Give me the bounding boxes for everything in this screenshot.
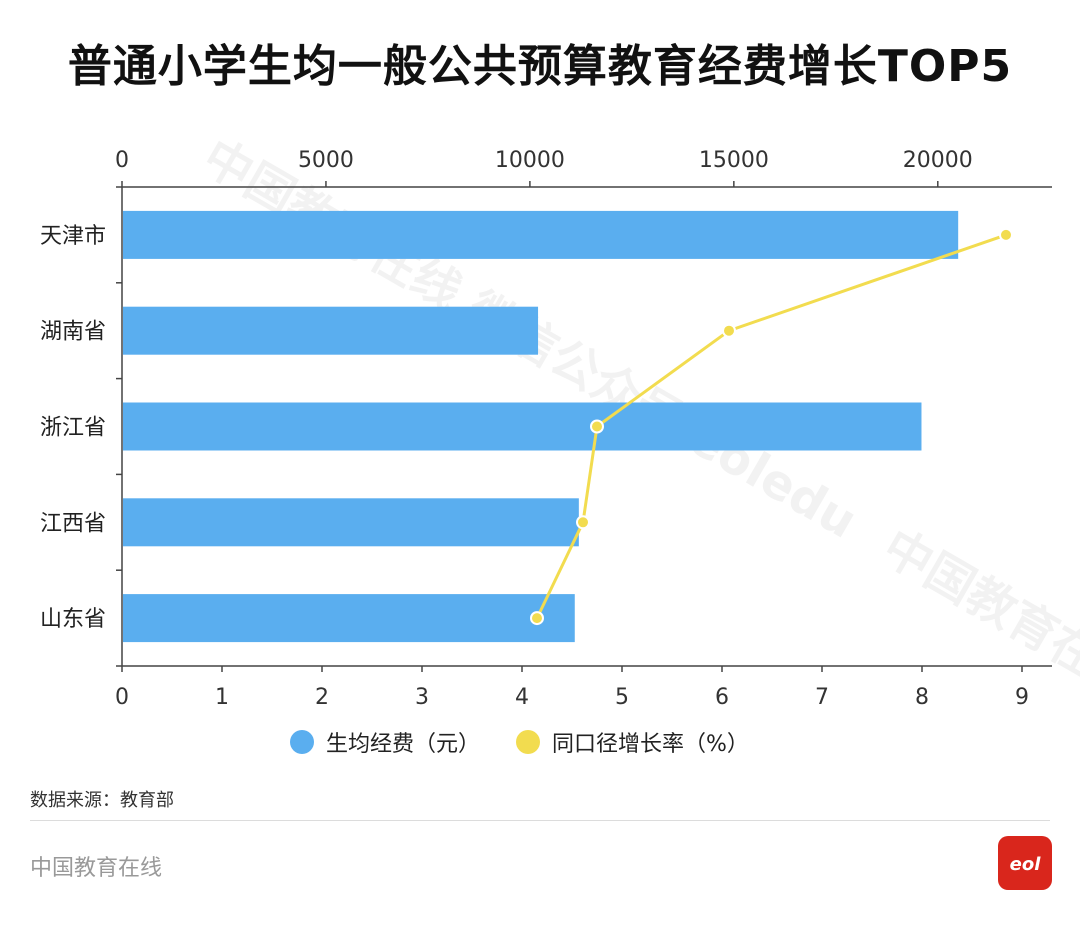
- bottom-tick-label: 6: [715, 685, 729, 710]
- growth-point-3: [590, 419, 604, 434]
- bar-3: [123, 402, 922, 451]
- top-tick-label: 20000: [903, 148, 973, 173]
- bottom-tick-label: 7: [815, 685, 829, 710]
- logo-mark: eol: [1010, 854, 1042, 875]
- bottom-tick-label: 2: [315, 685, 329, 710]
- category-label: 浙江省: [40, 416, 106, 441]
- top-tick-label: 10000: [495, 148, 565, 173]
- bottom-tick-label: 1: [215, 685, 229, 710]
- category-label: 山东省: [40, 607, 106, 632]
- growth-point-4: [576, 515, 590, 530]
- bottom-tick-label: 9: [1015, 685, 1029, 710]
- chart: 0 5000 10000 15000 20000 0 1 2 3 4 5 6 7 8 9 天津市湖南省浙江省江…: [40, 148, 1052, 710]
- source-note: 数据来源：教育部: [30, 790, 174, 811]
- bar-2: [123, 306, 539, 355]
- growth-point-5: [530, 611, 544, 626]
- legend-item-expense: 生均经费（元）: [290, 726, 480, 758]
- legend-swatch-yellow: [516, 730, 541, 754]
- logo: eol: [998, 836, 1052, 890]
- bar-1: [123, 210, 959, 259]
- top-tick-label: 5000: [298, 148, 354, 173]
- legend: 生均经费（元） 同口径增长率（%）: [290, 722, 749, 762]
- legend-label-growth: 同口径增长率（%）: [552, 732, 749, 757]
- top-tick-label: 0: [115, 148, 129, 173]
- divider: [30, 820, 1050, 821]
- bottom-tick-label: 0: [115, 685, 129, 710]
- page-title: 普通小学生均一般公共预算教育经费增长TOP5: [67, 41, 1013, 92]
- bottom-tick-label: 4: [515, 685, 529, 710]
- legend-label-expense: 生均经费（元）: [326, 732, 481, 757]
- category-label: 天津市: [40, 224, 106, 249]
- bar-4: [123, 498, 579, 547]
- category-label: 湖南省: [40, 320, 106, 345]
- category-label: 江西省: [40, 511, 106, 536]
- growth-point-2: [722, 323, 736, 338]
- bottom-tick-label: 3: [415, 685, 429, 710]
- top-tick-label: 15000: [699, 148, 769, 173]
- bar-5: [123, 594, 575, 643]
- footer-brand: 中国教育在线: [30, 856, 163, 881]
- legend-swatch-blue: [290, 730, 314, 754]
- growth-point-1: [999, 227, 1013, 242]
- logo-text: eol: [1010, 854, 1042, 875]
- bottom-tick-label: 8: [915, 685, 929, 710]
- bottom-tick-label: 5: [615, 685, 629, 710]
- legend-item-growth: 同口径增长率（%）: [516, 726, 749, 758]
